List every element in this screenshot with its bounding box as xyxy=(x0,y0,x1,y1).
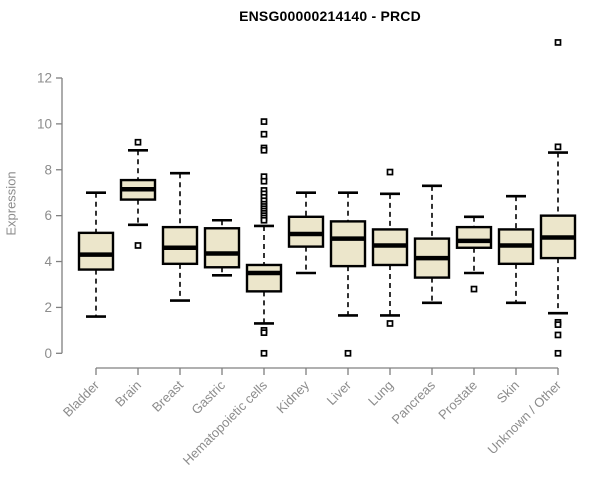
y-tick-label: 6 xyxy=(44,208,52,223)
y-tick-label: 0 xyxy=(44,346,52,361)
outlier-point xyxy=(260,177,268,185)
box xyxy=(455,225,493,249)
outlier-point xyxy=(134,242,142,249)
outlier-point xyxy=(554,39,562,46)
outlier-point xyxy=(470,285,478,293)
y-tick-label: 4 xyxy=(44,254,52,269)
x-tick-label: Liver xyxy=(324,377,355,408)
outlier-point xyxy=(554,349,562,357)
x-tick-label: Skin xyxy=(494,378,522,406)
outlier-point xyxy=(554,321,562,328)
x-tick-label: Breast xyxy=(149,377,186,414)
box xyxy=(329,220,367,268)
outlier-point xyxy=(386,320,394,327)
x-tick-label: Gastric xyxy=(188,377,228,417)
box xyxy=(161,225,199,266)
y-tick-label: 12 xyxy=(37,71,52,86)
x-tick-label: Brain xyxy=(112,378,144,410)
outlier-point xyxy=(554,331,562,339)
x-tick-label: Prostate xyxy=(435,378,480,423)
outlier-point xyxy=(260,146,268,154)
outlier-point xyxy=(386,168,394,176)
outlier-point xyxy=(260,216,268,224)
outlier-point xyxy=(134,138,142,146)
x-tick-label: Lung xyxy=(365,378,396,409)
box xyxy=(287,215,325,248)
outlier-point xyxy=(260,349,268,357)
outlier-point xyxy=(260,329,268,337)
y-tick-label: 2 xyxy=(44,300,52,315)
outlier-point xyxy=(344,349,352,357)
x-tick-label: Unknown / Other xyxy=(485,377,565,457)
outlier-point xyxy=(260,130,268,138)
y-tick-label: 10 xyxy=(37,116,52,131)
box xyxy=(77,231,115,271)
box xyxy=(203,227,241,269)
y-tick-label: 8 xyxy=(44,162,52,177)
chart-title: ENSG00000214140 - PRCD xyxy=(239,8,421,24)
outlier-point xyxy=(260,118,268,125)
box xyxy=(245,263,283,293)
x-tick-label: Bladder xyxy=(60,377,103,420)
outlier-point xyxy=(554,143,562,151)
x-tick-label: Kidney xyxy=(273,377,312,416)
x-tick-label: Pancreas xyxy=(389,377,439,427)
